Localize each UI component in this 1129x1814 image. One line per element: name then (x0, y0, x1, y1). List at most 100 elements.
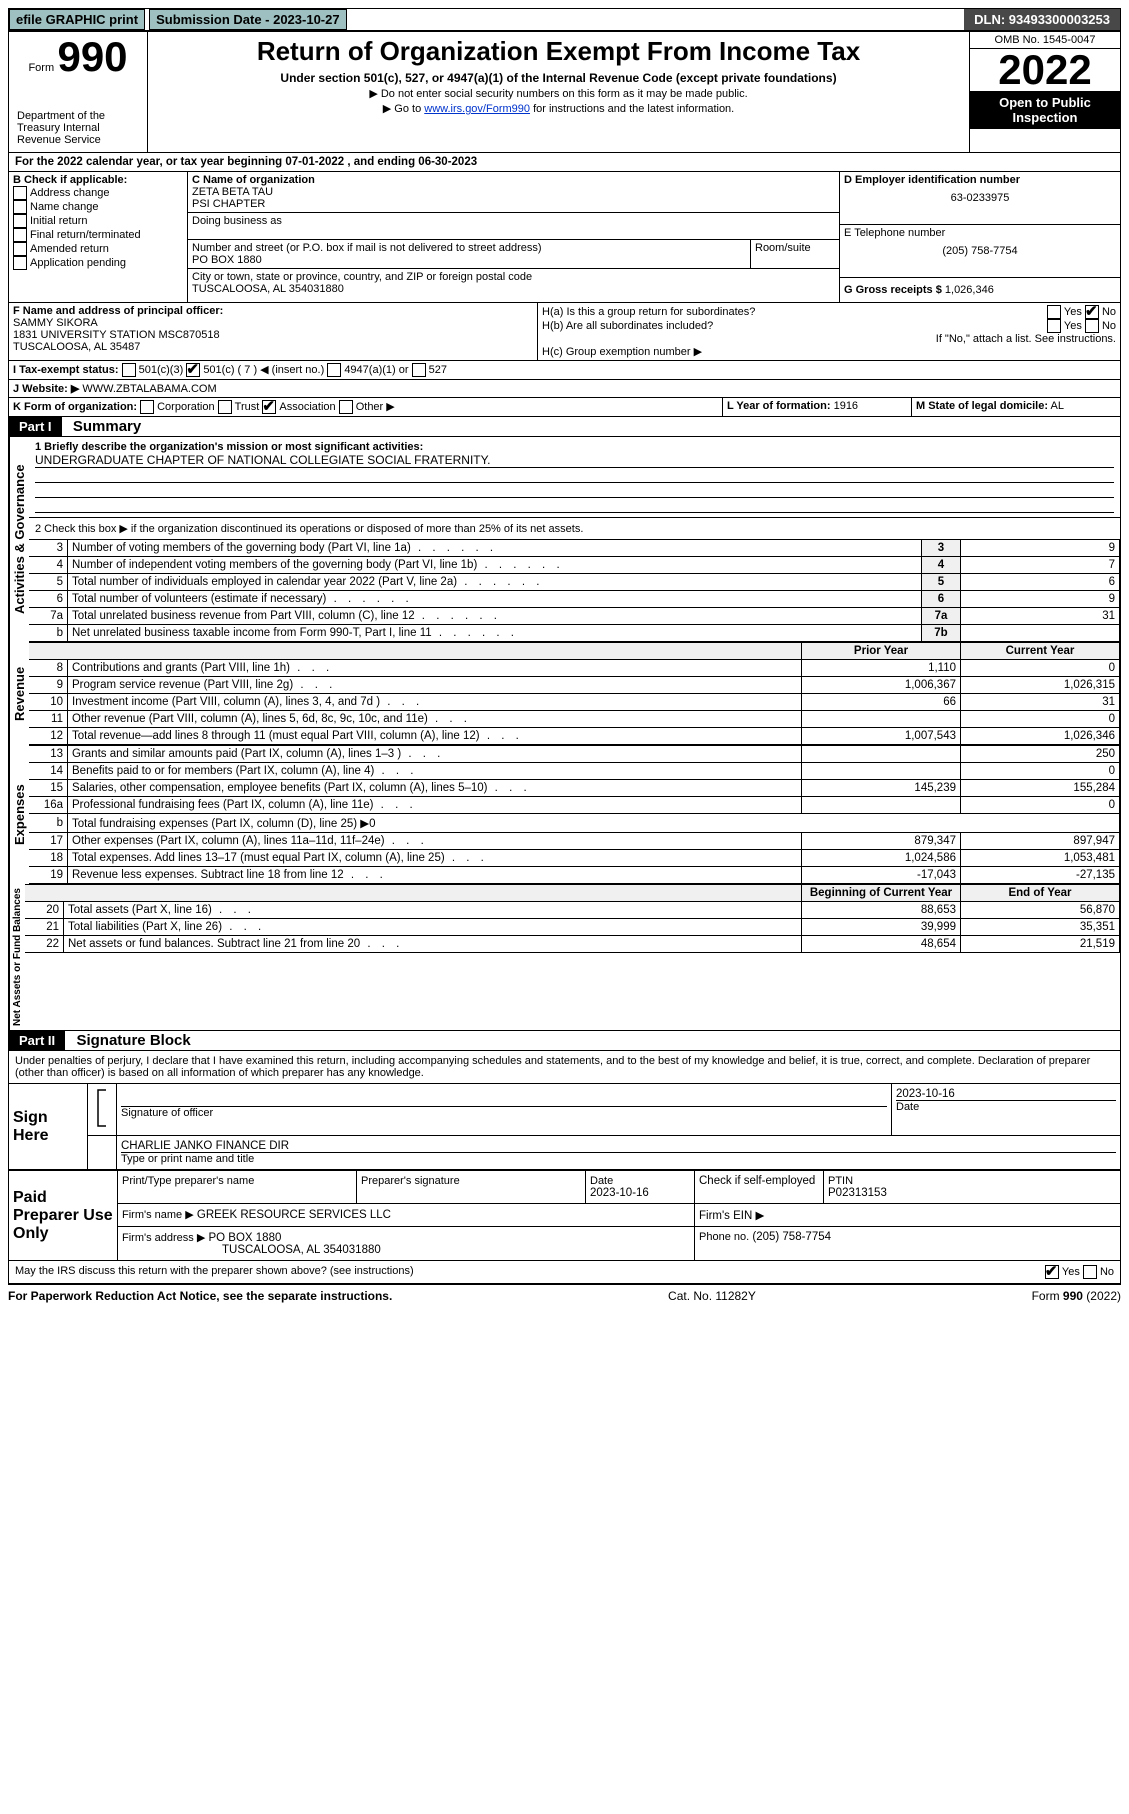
addr-label: Number and street (or P.O. box if mail i… (192, 242, 746, 254)
irs-discuss-yn: Yes No (1045, 1265, 1114, 1279)
irs-link[interactable]: www.irs.gov/Form990 (424, 103, 530, 115)
ha-label: H(a) Is this a group return for subordin… (542, 306, 755, 318)
sign-here: Sign Here (9, 1084, 88, 1170)
cb-other[interactable] (339, 400, 353, 414)
dept-label: Department of the Treasury Internal Reve… (13, 108, 143, 148)
part2-title: Signature Block (68, 1032, 190, 1049)
city-label: City or town, state or province, country… (192, 271, 835, 283)
officer-addr2: TUSCALOOSA, AL 35487 (13, 341, 533, 353)
cb-527[interactable] (412, 363, 426, 377)
signature-table: Sign Here Signature of officer 2023-10-1… (8, 1083, 1121, 1170)
opt-address[interactable]: Address change (13, 186, 183, 200)
part1-title: Summary (65, 418, 141, 435)
opt-final[interactable]: Final return/terminated (13, 228, 183, 242)
state-domicile: AL (1050, 400, 1063, 412)
cb-501c[interactable] (186, 363, 200, 377)
header-right-box: OMB No. 1545-0047 2022 Open to Public In… (969, 32, 1120, 152)
vert-ag: Activities & Governance (9, 437, 29, 642)
ptin-label: PTIN (828, 1175, 1116, 1187)
org-addr: PO BOX 1880 (192, 254, 746, 266)
form-number-box: Form 990 Department of the Treasury Inte… (9, 32, 148, 152)
sig-date: 2023-10-16 (896, 1088, 1116, 1100)
preparer-table: Paid Preparer Use Only Print/Type prepar… (8, 1170, 1121, 1261)
org-name2: PSI CHAPTER (192, 198, 835, 210)
firm-name-label: Firm's name ▶ (122, 1209, 194, 1221)
box-d-label: D Employer identification number (844, 174, 1116, 186)
cb-assoc[interactable] (262, 400, 276, 414)
officer-sub: Type or print name and title (121, 1152, 1116, 1165)
officer-print: CHARLIE JANKO FINANCE DIR (121, 1140, 1116, 1152)
prep-date: 2023-10-16 (590, 1187, 690, 1199)
box-f-label: F Name and address of principal officer: (13, 305, 533, 317)
exp-table: 13 Grants and similar amounts paid (Part… (29, 745, 1120, 884)
cb-4947[interactable] (327, 363, 341, 377)
bracket-icon (92, 1088, 108, 1128)
hc-label: H(c) Group exemption number ▶ (542, 345, 1116, 358)
footer-mid: Cat. No. 11282Y (668, 1289, 756, 1303)
opt-amended[interactable]: Amended return (13, 242, 183, 256)
firm-phone: (205) 758-7754 (752, 1231, 831, 1243)
opt-app-pending[interactable]: Application pending (13, 256, 183, 270)
prep-name-label: Print/Type preparer's name (122, 1175, 352, 1187)
dln-label: DLN: 93493300003253 (964, 9, 1120, 30)
line-a: For the 2022 calendar year, or tax year … (8, 152, 1121, 172)
phone: (205) 758-7754 (844, 245, 1116, 257)
hb-answer: Yes No (1047, 319, 1116, 333)
form-word: Form (28, 62, 54, 74)
footer-right: Form 990 (2022) (1032, 1289, 1121, 1303)
ein: 63-0233975 (844, 192, 1116, 204)
prep-sig-label: Preparer's signature (361, 1175, 581, 1187)
net-table: Beginning of Current Year End of Year20 … (25, 884, 1120, 953)
vert-rev: Revenue (9, 642, 29, 745)
box-g-label: G Gross receipts $ (844, 284, 942, 296)
opt-initial[interactable]: Initial return (13, 214, 183, 228)
year-formation: 1916 (834, 400, 858, 412)
note2-pre: ▶ Go to (383, 103, 424, 115)
line1-label: 1 Briefly describe the organization's mi… (35, 441, 1114, 453)
dba-label: Doing business as (192, 215, 835, 227)
header-title-box: Return of Organization Exempt From Incom… (148, 32, 969, 152)
box-m-label: M State of legal domicile: (916, 400, 1048, 412)
footer-left: For Paperwork Reduction Act Notice, see … (8, 1289, 392, 1303)
box-e-label: E Telephone number (844, 227, 1116, 239)
opt-name[interactable]: Name change (13, 200, 183, 214)
firm-name: GREEK RESOURCE SERVICES LLC (197, 1209, 391, 1221)
vert-net: Net Assets or Fund Balances (9, 884, 25, 1030)
header-note1: ▶ Do not enter social security numbers o… (152, 87, 965, 100)
form-number: 990 (57, 33, 127, 80)
cb-501c3[interactable] (122, 363, 136, 377)
firm-addr1: PO BOX 1880 (209, 1232, 282, 1244)
firm-ein: Firm's EIN ▶ (695, 1204, 1121, 1227)
box-b-label: B Check if applicable: (13, 174, 183, 186)
efile-label: efile GRAPHIC print (9, 9, 145, 30)
part1-header: Part I (9, 417, 62, 436)
website: WWW.ZBTALABAMA.COM (82, 383, 216, 395)
rev-table: Prior Year Current Year8 Contributions a… (29, 642, 1120, 745)
cb-corp[interactable] (140, 400, 154, 414)
declaration: Under penalties of perjury, I declare th… (8, 1051, 1121, 1083)
submission-date: Submission Date - 2023-10-27 (149, 9, 347, 30)
irs-discuss: May the IRS discuss this return with the… (15, 1265, 414, 1279)
box-k-label: K Form of organization: (13, 401, 137, 413)
efile-topbar: efile GRAPHIC print Submission Date - 20… (8, 8, 1121, 31)
box-l-label: L Year of formation: (727, 400, 831, 412)
date-label: Date (896, 1100, 1116, 1113)
note2-post: for instructions and the latest informat… (530, 103, 734, 115)
cb-trust[interactable] (218, 400, 232, 414)
hb-note: If "No," attach a list. See instructions… (542, 333, 1116, 345)
box-i-label: I Tax-exempt status: (13, 364, 119, 376)
return-subtitle: Under section 501(c), 527, or 4947(a)(1)… (152, 71, 965, 85)
ptin: P02313153 (828, 1187, 1116, 1199)
vert-exp: Expenses (9, 745, 29, 884)
line1-val: UNDERGRADUATE CHAPTER OF NATIONAL COLLEG… (35, 453, 1114, 468)
firm-addr2: TUSCALOOSA, AL 354031880 (222, 1244, 381, 1256)
gross-receipts: 1,026,346 (945, 284, 994, 296)
tax-year: 2022 (970, 49, 1120, 91)
ha-answer: Yes No (1047, 305, 1116, 319)
firm-addr-label: Firm's address ▶ (122, 1232, 205, 1244)
part2-header: Part II (9, 1031, 65, 1050)
box-j-label: J Website: ▶ (13, 383, 79, 395)
ag-table: 3 Number of voting members of the govern… (29, 539, 1120, 642)
firm-phone-label: Phone no. (699, 1231, 749, 1243)
room-label: Room/suite (751, 240, 839, 268)
